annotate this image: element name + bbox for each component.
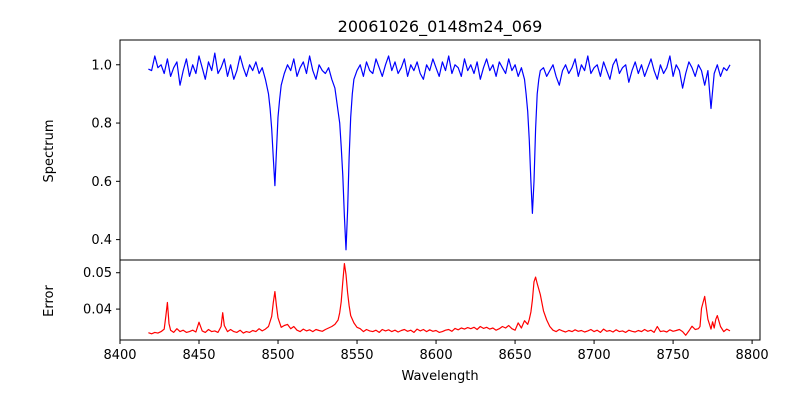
spectrum-y-tick-label: 0.6 [91,175,112,190]
x-tick-label: 8400 [103,348,136,363]
x-tick-label: 8700 [578,348,611,363]
error-y-tick-label: 0.05 [83,266,112,281]
x-tick-label: 8800 [736,348,769,363]
error-panel: 0.04 0.05 [83,259,761,341]
spectrum-y-tick-label: 0.8 [91,117,112,132]
x-axis: 8400 8450 8500 8550 8600 8650 8700 8750 8800 [103,340,769,363]
spectrum-y-axis-label: Spectrum [42,120,57,183]
x-tick-label: 8550 [340,348,373,363]
x-tick-label: 8450 [182,348,215,363]
error-axes-frame [119,259,761,341]
spectrum-y-tick-label: 1.0 [91,58,112,73]
error-y-tick-label: 0.04 [83,303,112,318]
x-tick-label: 8750 [657,348,690,363]
x-tick-label: 8600 [420,348,453,363]
error-y-axis-label: Error [42,285,57,317]
spectrum-series-line [148,52,731,251]
x-tick-label: 8650 [499,348,532,363]
x-axis-label: Wavelength [401,369,478,384]
spectrum-y-tick-label: 0.4 [91,233,112,248]
x-tick-label: 8500 [261,348,294,363]
error-series-line [148,263,731,336]
chart-title: 20061026_0148m24_069 [338,17,543,37]
